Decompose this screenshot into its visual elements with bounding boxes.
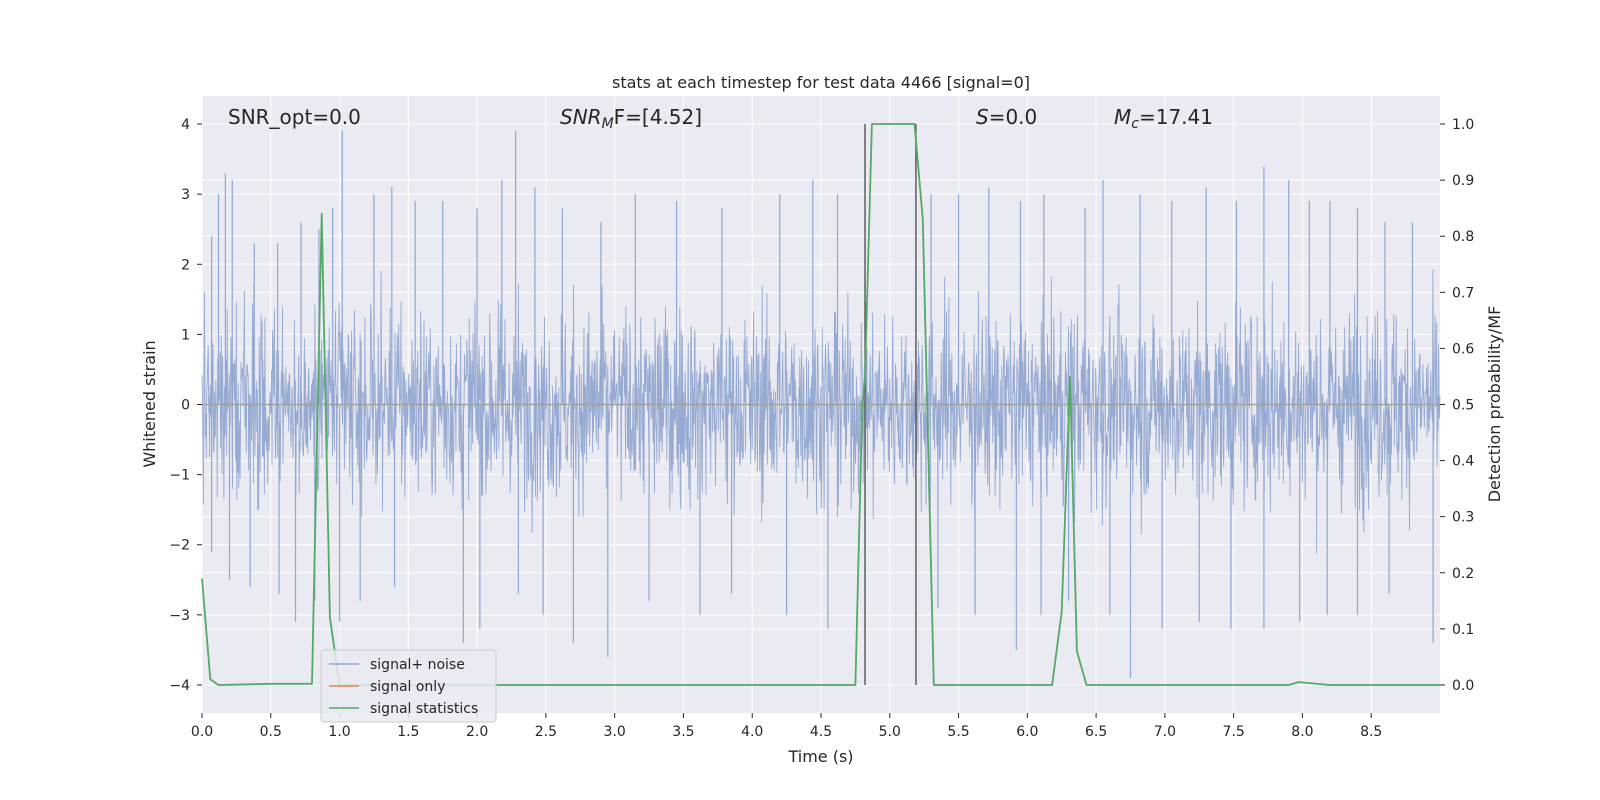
- x-tick-label: 1.5: [397, 724, 419, 740]
- statistics-line: [201, 123, 1440, 686]
- x-tick-label: 1.0: [328, 724, 350, 740]
- annotation-mc: Mc=17.41: [1114, 105, 1213, 132]
- legend-label-noise: signal+ noise: [370, 657, 465, 673]
- chart-title: stats at each timestep for test data 446…: [612, 73, 1030, 92]
- x-tick-label: 3.0: [604, 724, 626, 740]
- legend: signal+ noise signal only signal statist…: [320, 649, 497, 723]
- annotation-snr-mf-main: SNR: [560, 105, 602, 129]
- x-tick-label: 8.5: [1360, 724, 1382, 740]
- annotation-mc-main: M: [1114, 105, 1131, 129]
- y-tick-label-right: 0.1: [1452, 622, 1474, 638]
- x-tick-label: 2.5: [535, 724, 557, 740]
- x-tick-label: 6.0: [1016, 724, 1038, 740]
- y-tick-label-left: −4: [169, 678, 190, 694]
- x-tick-label: 5.0: [879, 724, 901, 740]
- x-tick-label: 5.5: [947, 724, 969, 740]
- x-tick-label: 7.0: [1154, 724, 1176, 740]
- annotation-snr-mf-sub: M: [602, 116, 614, 132]
- annotation-mc-rest: =17.41: [1139, 105, 1213, 129]
- y-tick-label-left: 1: [181, 327, 190, 343]
- x-tick-label: 7.5: [1223, 724, 1245, 740]
- annotation-mc-sub: c: [1131, 116, 1139, 132]
- y-tick-label-left: 0: [181, 398, 190, 414]
- noise-trace: [201, 269, 1441, 554]
- y-tick-label-left: −1: [169, 468, 190, 484]
- x-tick-label: 2.0: [466, 724, 488, 740]
- signal-statistics-series: [201, 123, 1440, 686]
- y-tick-label-left: −3: [169, 608, 190, 624]
- y-tick-label-left: −2: [169, 538, 190, 554]
- x-tick-label: 4.0: [741, 724, 763, 740]
- annotation-snr-mf: SNRMF=[4.52]: [560, 105, 702, 132]
- y-tick-label-right: 0.0: [1452, 678, 1474, 694]
- y-tick-label-right: 0.6: [1452, 341, 1474, 357]
- y-tick-label-right: 0.7: [1452, 285, 1474, 301]
- legend-label-signal-only: signal only: [370, 679, 445, 695]
- detection-vlines: [864, 124, 917, 685]
- x-axis-label: Time (s): [787, 747, 853, 766]
- y-tick-label-right: 1.0: [1452, 117, 1474, 133]
- x-tick-label: 8.0: [1291, 724, 1313, 740]
- axis-ticks: 0.0 0.5 1.0 1.5 2.0 2.5 3.0 3.5 4.0 4.5 5.0 5.5 6.0 6…: [169, 117, 1474, 740]
- legend-box: [320, 649, 497, 723]
- y-tick-label-right: 0.5: [1452, 398, 1474, 414]
- annotation-s: S=0.0: [976, 105, 1037, 129]
- y-tick-label-right: 0.3: [1452, 510, 1474, 526]
- x-tick-label: 0.0: [191, 724, 213, 740]
- y-tick-label-left: 2: [181, 257, 190, 273]
- annotation-snr-opt: SNR_opt=0.0: [228, 105, 361, 129]
- annotation-s-main: S: [976, 105, 989, 129]
- signal-noise-series: [201, 131, 1441, 678]
- y-tick-label-right: 0.2: [1452, 566, 1474, 582]
- y-tick-label-left: 3: [181, 187, 190, 203]
- y-axis-label-right: Detection probability/MF: [1485, 306, 1504, 503]
- x-tick-label: 0.5: [260, 724, 282, 740]
- annotation-s-rest: =0.0: [989, 105, 1038, 129]
- y-axis-label-left: Whitened strain: [140, 340, 159, 467]
- x-tick-label: 3.5: [672, 724, 694, 740]
- y-tick-label-right: 0.8: [1452, 229, 1474, 245]
- legend-label-statistics: signal statistics: [370, 701, 478, 717]
- y-tick-label-left: 4: [181, 117, 190, 133]
- x-tick-label: 6.5: [1085, 724, 1107, 740]
- x-tick-label: 4.5: [810, 724, 832, 740]
- y-tick-label-right: 0.4: [1452, 454, 1474, 470]
- y-tick-label-right: 0.9: [1452, 173, 1474, 189]
- annotation-snr-mf-rest: F=[4.52]: [614, 105, 702, 129]
